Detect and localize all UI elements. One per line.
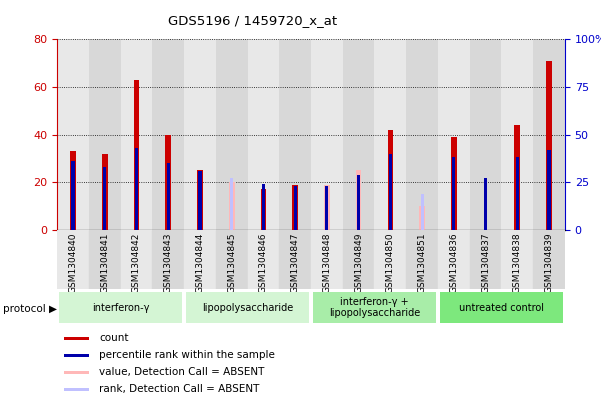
Bar: [64, 388, 89, 391]
Bar: [374, 39, 406, 230]
Bar: [89, 39, 121, 230]
Bar: [470, 39, 501, 230]
Bar: [70, 151, 76, 230]
Bar: [248, 230, 279, 289]
Bar: [262, 184, 265, 230]
Bar: [324, 185, 330, 230]
Bar: [311, 39, 343, 230]
Bar: [248, 39, 279, 230]
Bar: [261, 189, 266, 230]
FancyBboxPatch shape: [439, 292, 563, 323]
Bar: [184, 39, 216, 230]
Text: interferon-γ: interferon-γ: [92, 303, 149, 312]
Text: GSM1304847: GSM1304847: [291, 233, 300, 293]
Bar: [64, 354, 89, 357]
Text: untreated control: untreated control: [459, 303, 544, 312]
Bar: [438, 230, 470, 289]
FancyBboxPatch shape: [186, 292, 310, 323]
Bar: [374, 230, 406, 289]
Bar: [356, 170, 361, 230]
Text: GSM1304850: GSM1304850: [386, 233, 395, 294]
Bar: [343, 39, 374, 230]
Text: GSM1304838: GSM1304838: [513, 233, 522, 294]
Bar: [548, 150, 551, 230]
Bar: [546, 61, 552, 230]
Bar: [533, 39, 565, 230]
Bar: [121, 39, 152, 230]
Bar: [406, 39, 438, 230]
Bar: [152, 39, 184, 230]
Bar: [89, 230, 121, 289]
Bar: [198, 171, 201, 230]
Text: rank, Detection Call = ABSENT: rank, Detection Call = ABSENT: [99, 384, 260, 393]
Bar: [216, 39, 248, 230]
Bar: [103, 167, 106, 230]
Bar: [357, 174, 360, 230]
Bar: [57, 230, 89, 289]
Bar: [102, 154, 108, 230]
Bar: [406, 230, 438, 289]
Bar: [72, 161, 75, 230]
Bar: [484, 178, 487, 230]
Text: GSM1304840: GSM1304840: [69, 233, 78, 293]
Text: protocol ▶: protocol ▶: [3, 303, 57, 314]
Text: GDS5196 / 1459720_x_at: GDS5196 / 1459720_x_at: [168, 14, 337, 27]
Bar: [533, 230, 565, 289]
Bar: [292, 185, 298, 230]
Text: GSM1304846: GSM1304846: [259, 233, 268, 293]
Bar: [166, 163, 169, 230]
Bar: [133, 80, 139, 230]
Bar: [470, 230, 501, 289]
Bar: [229, 182, 234, 230]
Bar: [121, 230, 152, 289]
Bar: [197, 170, 203, 230]
Bar: [438, 39, 470, 230]
Text: count: count: [99, 333, 129, 343]
Bar: [419, 206, 425, 230]
Bar: [57, 39, 89, 230]
Bar: [451, 137, 457, 230]
Text: GSM1304843: GSM1304843: [163, 233, 172, 293]
Bar: [135, 148, 138, 230]
Text: GSM1304848: GSM1304848: [322, 233, 331, 293]
Text: percentile rank within the sample: percentile rank within the sample: [99, 350, 275, 360]
Text: interferon-γ +
lipopolysaccharide: interferon-γ + lipopolysaccharide: [329, 297, 420, 318]
Bar: [293, 186, 297, 230]
Bar: [325, 186, 329, 230]
Text: GSM1304839: GSM1304839: [545, 233, 554, 294]
Text: GSM1304836: GSM1304836: [450, 233, 459, 294]
Bar: [516, 158, 519, 230]
Bar: [230, 178, 233, 230]
Bar: [389, 154, 392, 230]
Bar: [279, 39, 311, 230]
Bar: [165, 134, 171, 230]
Text: GSM1304841: GSM1304841: [100, 233, 109, 293]
Bar: [514, 125, 520, 230]
FancyBboxPatch shape: [59, 292, 183, 323]
Bar: [453, 158, 456, 230]
Bar: [501, 39, 533, 230]
Bar: [64, 337, 89, 340]
Bar: [64, 371, 89, 374]
Bar: [311, 230, 343, 289]
Bar: [152, 230, 184, 289]
Bar: [343, 230, 374, 289]
Bar: [501, 230, 533, 289]
Text: GSM1304849: GSM1304849: [354, 233, 363, 293]
Bar: [216, 230, 248, 289]
Bar: [279, 230, 311, 289]
Text: GSM1304845: GSM1304845: [227, 233, 236, 293]
Text: GSM1304837: GSM1304837: [481, 233, 490, 294]
Text: GSM1304844: GSM1304844: [195, 233, 204, 293]
FancyBboxPatch shape: [313, 292, 436, 323]
Bar: [388, 130, 393, 230]
Text: GSM1304842: GSM1304842: [132, 233, 141, 293]
Text: value, Detection Call = ABSENT: value, Detection Call = ABSENT: [99, 367, 265, 377]
Text: GSM1304851: GSM1304851: [418, 233, 427, 294]
Bar: [184, 230, 216, 289]
Bar: [421, 194, 424, 230]
Text: lipopolysaccharide: lipopolysaccharide: [202, 303, 293, 312]
